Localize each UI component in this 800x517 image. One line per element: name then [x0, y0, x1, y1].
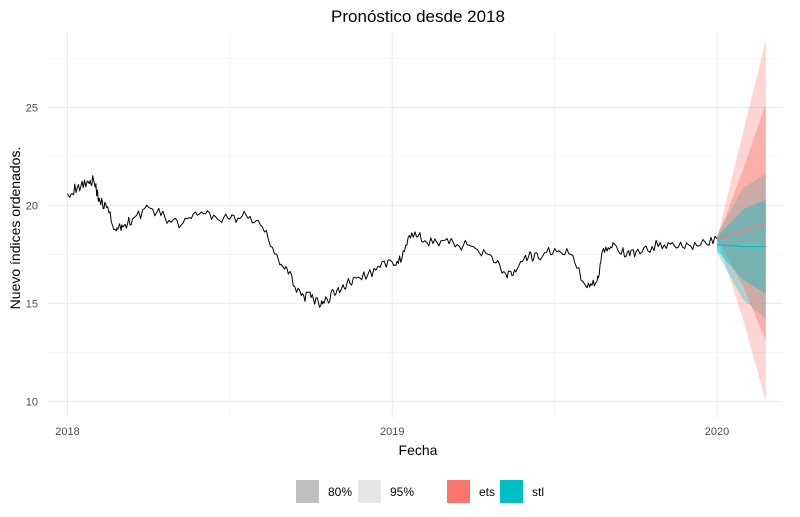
- y-tick-label: 10: [26, 396, 38, 408]
- legend-label: ets: [479, 485, 495, 499]
- y-axis-title: Nuevo índices ordenados.: [7, 147, 23, 310]
- series-lines: [67, 175, 766, 308]
- x-tick-label: 2019: [380, 426, 404, 438]
- legend-swatch-ets: [447, 480, 470, 503]
- grid-lines: [48, 33, 782, 417]
- legend-label: 80%: [328, 485, 352, 499]
- y-tick-label: 20: [26, 200, 38, 212]
- forecast-bands: [717, 40, 766, 402]
- x-tick-label: 2020: [705, 426, 729, 438]
- x-axis-title: Fecha: [399, 442, 438, 458]
- ets-line: [716, 222, 766, 240]
- y-tick-label: 25: [26, 102, 38, 114]
- x-axis-ticks: 2018 2019 2020: [55, 426, 729, 438]
- legend-label: stl: [532, 485, 544, 499]
- legend-label: 95%: [390, 485, 414, 499]
- y-axis-ticks: 10 15 20 25: [26, 102, 38, 408]
- chart-title: Pronóstico desde 2018: [331, 7, 505, 26]
- legend: 80% 95% ets stl: [296, 480, 544, 503]
- y-tick-label: 15: [26, 298, 38, 310]
- legend-swatch-95%: [358, 480, 381, 503]
- ets-80-band: [717, 103, 766, 341]
- ets-95-band: [717, 40, 766, 402]
- legend-swatch-stl: [500, 480, 523, 503]
- legend-swatch-80%: [296, 480, 319, 503]
- stl-line: [716, 244, 766, 248]
- observed-line: [67, 175, 718, 308]
- x-tick-label: 2018: [55, 426, 79, 438]
